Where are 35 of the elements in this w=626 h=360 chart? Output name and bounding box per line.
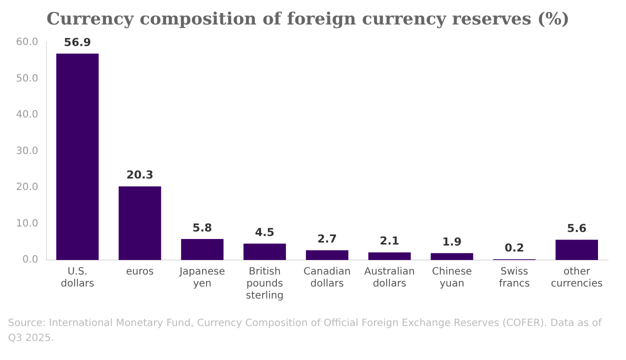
data-label: 5.8 [192,221,212,234]
y-tick-label: 50.0 [16,73,38,84]
x-tick-label: British pounds sterling [246,266,284,302]
bar [368,252,411,260]
bar [243,244,286,260]
data-label: 1.9 [442,235,462,248]
bar [56,54,99,260]
y-tick-label: 20.0 [16,182,38,194]
x-tick-label: euros [126,266,154,278]
y-tick-label: 0.0 [22,254,38,266]
chart-title: Currency composition of foreign currency reserves (%) [46,10,570,30]
data-label: 2.7 [317,232,337,246]
x-tick-label: Swiss francs [498,266,530,290]
x-tick-label: Chinese yuan [432,266,472,290]
bar [118,186,162,260]
data-label: 20.3 [126,168,154,182]
source-note: Source: International Monetary Fund, Currency Composition of Official Foreign Exchange Reserves (COFER). Data as of Q3 2025. [8,317,603,346]
y-tick-label: 60.0 [16,36,38,48]
bar [430,253,474,260]
data-label: 4.5 [254,226,274,240]
data-label: 5.6 [567,222,587,236]
x-tick-label: other currencies [550,266,603,290]
data-label: 2.1 [380,234,400,248]
x-tick-label: Australian dollars [364,266,415,290]
x-tick-label: Japanese yen [178,266,226,290]
y-tick-label: 30.0 [16,146,38,157]
x-tick-label: U.S. dollars [60,266,94,290]
y-tick-label: 40.0 [16,110,38,121]
x-tick-label: Canadian dollars [304,266,351,290]
y-tick-label: 10.0 [16,218,38,230]
bar [306,250,348,260]
data-label: 56.9 [64,36,92,49]
bar [556,240,598,260]
data-label: 0.2 [504,242,524,255]
bar [181,238,224,260]
